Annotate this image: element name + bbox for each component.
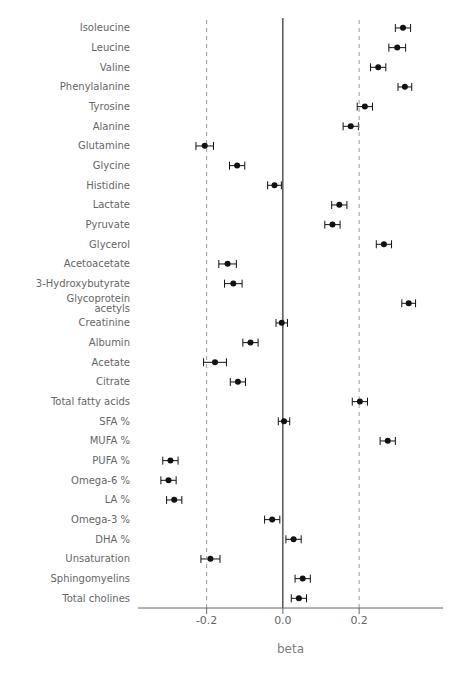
svg-text:Lactate: Lactate <box>93 199 130 210</box>
svg-text:DHA %: DHA % <box>95 534 130 545</box>
svg-text:LA %: LA % <box>105 494 130 505</box>
svg-text:Acetoacetate: Acetoacetate <box>64 258 130 269</box>
svg-text:Glycoproteinacetyls: Glycoproteinacetyls <box>66 293 130 314</box>
svg-text:Sphingomyelins: Sphingomyelins <box>50 573 130 584</box>
svg-text:MUFA %: MUFA % <box>90 435 130 446</box>
svg-text:Omega-3 %: Omega-3 % <box>71 514 130 525</box>
svg-text:Total fatty acids: Total fatty acids <box>50 396 130 407</box>
svg-text:Glycine: Glycine <box>93 160 130 171</box>
svg-text:SFA %: SFA % <box>99 416 130 427</box>
svg-text:3-Hydroxybutyrate: 3-Hydroxybutyrate <box>36 278 130 289</box>
svg-text:Acetate: Acetate <box>92 357 130 368</box>
svg-text:Histidine: Histidine <box>86 180 130 191</box>
svg-text:0.2: 0.2 <box>350 614 368 627</box>
svg-text:Valine: Valine <box>100 62 130 73</box>
svg-text:Glycerol: Glycerol <box>89 239 130 250</box>
svg-text:Phenylalanine: Phenylalanine <box>60 81 130 92</box>
svg-text:Omega-6 %: Omega-6 % <box>71 475 130 486</box>
svg-text:beta: beta <box>277 642 304 656</box>
svg-text:Creatinine: Creatinine <box>79 317 130 328</box>
svg-text:Pyruvate: Pyruvate <box>85 219 130 230</box>
svg-text:Glutamine: Glutamine <box>78 140 130 151</box>
svg-text:Leucine: Leucine <box>91 42 130 53</box>
svg-text:Unsaturation: Unsaturation <box>65 553 130 564</box>
svg-text:Isoleucine: Isoleucine <box>80 22 130 33</box>
svg-text:PUFA %: PUFA % <box>92 455 130 466</box>
svg-text:Albumin: Albumin <box>89 337 130 348</box>
svg-text:0.0: 0.0 <box>274 614 292 627</box>
svg-text:Citrate: Citrate <box>96 376 130 387</box>
svg-text:Alanine: Alanine <box>93 121 130 132</box>
svg-text:Total cholines: Total cholines <box>61 593 130 604</box>
svg-text:Tyrosine: Tyrosine <box>88 101 130 112</box>
svg-text:-0.2: -0.2 <box>196 614 217 627</box>
